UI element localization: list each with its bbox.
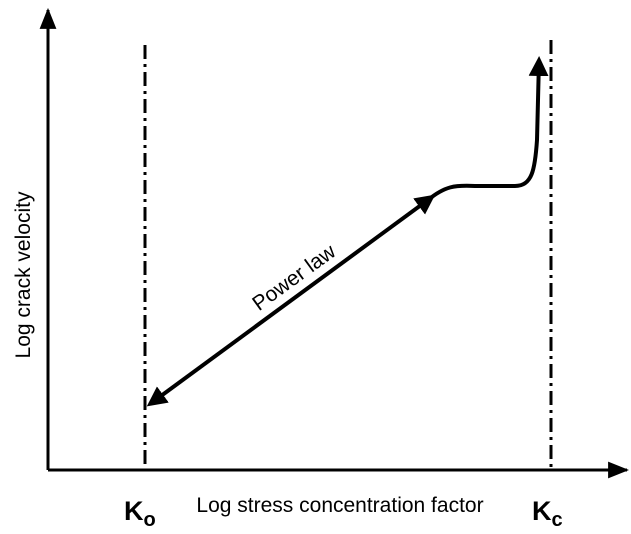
y-axis-label: Log crack velocity <box>12 191 35 358</box>
x-axis-label: Log stress concentration factor <box>196 494 483 517</box>
kc-label: Kc <box>532 496 563 531</box>
ko-label: Ko <box>124 496 156 531</box>
curve-label: Power law <box>248 239 341 315</box>
power-law-arrow <box>146 194 436 407</box>
crack-curve <box>426 56 549 202</box>
